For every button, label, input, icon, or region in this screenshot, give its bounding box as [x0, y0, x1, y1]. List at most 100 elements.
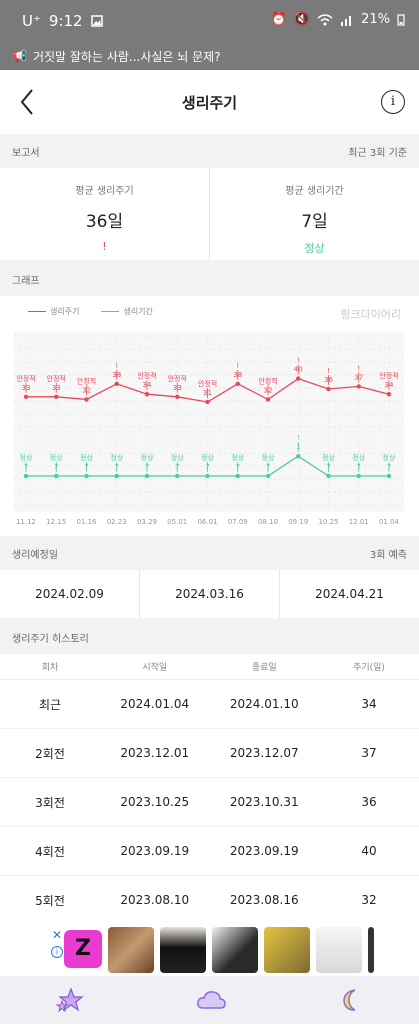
x-tick-label: 12.15 [46, 518, 66, 526]
x-tick-label: 06.01 [197, 518, 217, 526]
info-button[interactable]: i [381, 90, 405, 114]
ad-product-image[interactable] [316, 927, 362, 973]
round-cell: 최근 [38, 697, 62, 712]
megaphone-icon: 📢 [12, 49, 27, 63]
period-value-label: 7 [357, 463, 361, 471]
table-row[interactable]: 5회전 2023.08.10 2023.08.16 32 [0, 876, 419, 924]
cloud-icon[interactable] [195, 988, 227, 1012]
round-cell: 3회전 [35, 795, 65, 810]
legend-cycle-label: 생리주기 [50, 307, 80, 316]
start-cell: 2023.10.25 [120, 795, 190, 809]
avg-period-label: 평균 생리기간 [285, 186, 344, 197]
avg-cycle-cell: 평균 생리주기 36일 ! [0, 168, 209, 260]
cycle-status-label: ! [297, 357, 300, 365]
cycle-status-label: 안정적 [258, 376, 277, 385]
period-status-label: 정상 [110, 453, 123, 462]
round-cell: 2회전 [35, 746, 65, 761]
carrier-label: U⁺ [22, 12, 41, 30]
ad-close-icon[interactable]: ✕ [52, 928, 63, 942]
period-status-label: 정상 [231, 453, 244, 462]
predicted-date-2: 2024.03.16 [139, 570, 279, 618]
period-point [386, 473, 392, 479]
cycle-status-label: ! [236, 362, 239, 370]
avg-period-cell: 평균 생리기간 7일 정상 [209, 168, 419, 260]
page-title: 생리주기 [181, 94, 238, 112]
ad-logo[interactable]: Z [64, 930, 102, 968]
start-cell: 2024.01.04 [120, 697, 190, 711]
cycle-status-label: 안정적 [168, 374, 187, 383]
x-tick-label: 07.09 [228, 518, 248, 526]
ad-product-image[interactable] [264, 927, 310, 973]
col-start: 시작일 [142, 663, 168, 673]
ad-product-image[interactable] [212, 927, 258, 973]
col-end: 종료일 [251, 663, 277, 673]
graph-section-header: 그래프 [0, 262, 419, 296]
bottom-nav [0, 976, 419, 1024]
period-value-label: 7 [84, 463, 88, 471]
table-row[interactable]: 4회전 2023.09.19 2023.09.19 40 [0, 827, 419, 876]
moon-icon[interactable] [338, 987, 364, 1013]
table-row[interactable]: 3회전 2023.10.25 2023.10.31 36 [0, 778, 419, 827]
x-tick-label: 05.01 [167, 518, 187, 526]
cycle-value-label: 34 [143, 381, 152, 389]
stars-icon[interactable] [55, 987, 85, 1013]
period-point [175, 473, 180, 479]
table-row[interactable]: 최근 2024.01.04 2024.01.10 34 [0, 680, 419, 729]
ad-banner[interactable]: ✕ i Z [0, 924, 419, 976]
ad-info-icon[interactable]: i [51, 946, 63, 958]
period-value-label: 7 [205, 463, 209, 471]
end-cell: 2023.10.31 [229, 795, 299, 809]
period-point [23, 473, 29, 479]
ad-product-image[interactable] [108, 927, 154, 973]
cycle-status-label: ! [327, 367, 330, 375]
legend-period: 생리기간 [101, 306, 153, 317]
cycle-point [296, 376, 301, 381]
period-point [205, 473, 210, 479]
table-row[interactable]: 2회전 2023.12.01 2023.12.07 37 [0, 729, 419, 778]
x-tick-label: 09.19 [288, 518, 308, 526]
cycle-point [386, 392, 392, 397]
days-cell: 32 [361, 893, 377, 907]
period-point [356, 473, 361, 479]
period-point [235, 473, 240, 479]
round-cell: 4회전 [35, 844, 65, 859]
period-value-label: 7 [387, 463, 391, 471]
round-cell: 5회전 [35, 893, 65, 908]
report-card: 평균 생리주기 36일 ! 평균 생리기간 7일 정상 [0, 168, 419, 260]
alarm-icon: ⏰ [270, 12, 287, 27]
end-cell: 2023.09.19 [229, 844, 299, 858]
days-cell: 37 [361, 746, 377, 760]
cycle-point [235, 381, 240, 386]
x-tick-label: 02.23 [107, 518, 127, 526]
period-value-label: 1 [296, 443, 300, 451]
ad-product-image[interactable] [160, 927, 206, 973]
cycle-point [23, 394, 29, 399]
period-point [54, 473, 59, 479]
report-title: 보고서 [12, 147, 40, 159]
cycle-point [326, 386, 331, 392]
cycle-value-label: 32 [82, 386, 91, 394]
back-arrow-icon[interactable] [14, 86, 42, 118]
cycle-point [84, 397, 89, 402]
cycle-point [54, 394, 59, 399]
ad-product-image[interactable] [368, 927, 374, 973]
notice-banner[interactable]: 📢 거짓말 잘하는 사람...사실은 뇌 문제? [0, 42, 419, 70]
period-status-label: 정상 [50, 453, 63, 462]
avg-period-status: 정상 [304, 242, 325, 255]
period-point [265, 473, 271, 479]
clock: 9:12 [48, 12, 83, 30]
legend-cycle: 생리주기 [28, 306, 79, 317]
period-value-label: 7 [145, 463, 149, 471]
x-tick-label: 03.29 [137, 518, 157, 526]
cycle-value-label: 37 [354, 373, 363, 381]
period-status-label: 정상 [383, 453, 396, 462]
history-header-row: 회차 시작일 종료일 주기(일) [0, 654, 419, 680]
cycle-status-label: 안정적 [77, 376, 96, 385]
end-cell: 2024.01.10 [229, 697, 299, 711]
cycle-value-label: 36 [324, 376, 333, 384]
period-status-label: 정상 [352, 453, 365, 462]
start-cell: 2023.12.01 [120, 746, 190, 760]
avg-period-value: 7일 [301, 212, 328, 232]
period-value-label: 7 [24, 463, 28, 471]
